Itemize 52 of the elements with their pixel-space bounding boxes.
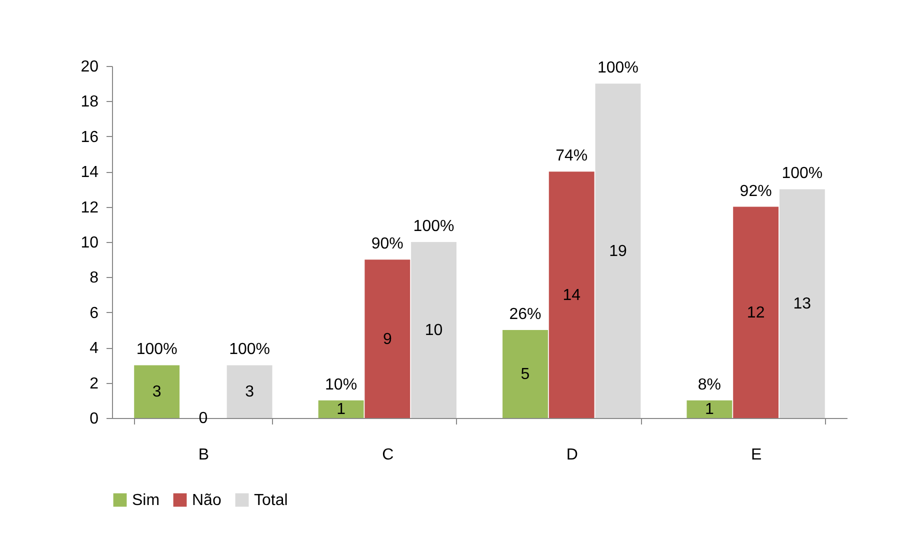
annotation: 100% — [229, 341, 270, 358]
bar — [733, 206, 779, 418]
annotation: 100% — [598, 60, 638, 77]
data-label: 19 — [609, 242, 627, 260]
bar — [364, 260, 410, 418]
data-label: 12 — [746, 304, 765, 322]
data-label: 9 — [382, 330, 392, 348]
legend-label: Total — [254, 492, 288, 509]
y-tick-label: 12 — [80, 199, 99, 216]
y-tick-label: 8 — [90, 270, 99, 287]
y-tick-label: 4 — [90, 340, 99, 358]
y-tick-label: 2 — [90, 375, 99, 392]
data-label: 1 — [336, 401, 346, 418]
bar — [548, 172, 594, 418]
y-tick-label: 14 — [80, 164, 99, 182]
x-tick-label: C — [382, 446, 394, 464]
bar — [318, 400, 364, 418]
data-label: 5 — [520, 366, 530, 383]
bar — [502, 330, 548, 418]
data-label: 3 — [152, 384, 162, 401]
annotation: 10% — [325, 376, 358, 394]
bar — [686, 400, 732, 418]
bar — [134, 365, 180, 418]
y-tick-label: 10 — [80, 234, 99, 252]
y-tick-label: 20 — [80, 58, 99, 76]
y-tick-label: 16 — [80, 128, 99, 146]
y-tick-label: 6 — [90, 304, 99, 322]
annotation: 90% — [371, 236, 404, 253]
data-label: 13 — [793, 296, 812, 313]
bar — [226, 365, 272, 418]
bar — [595, 84, 641, 418]
data-label: 0 — [198, 410, 208, 427]
data-label: 10 — [424, 322, 443, 339]
data-label: 3 — [245, 384, 254, 401]
annotation: 26% — [509, 306, 542, 323]
y-tick-label: 18 — [80, 94, 99, 111]
legend-label: Sim — [132, 492, 160, 509]
bar — [779, 189, 825, 418]
legend-label: Não — [192, 492, 222, 509]
annotation: 100% — [782, 165, 823, 182]
data-label: 14 — [562, 286, 581, 304]
x-tick-label: B — [198, 446, 210, 464]
y-tick-label: 0 — [90, 410, 99, 428]
annotation: 92% — [740, 182, 772, 200]
data-label: 1 — [705, 401, 714, 418]
annotation: 100% — [136, 341, 178, 358]
annotation: 74% — [556, 148, 588, 165]
annotation: 100% — [413, 218, 454, 235]
x-tick-label: E — [750, 446, 762, 464]
annotation: 8% — [698, 376, 722, 394]
bar — [411, 242, 456, 418]
x-tick-label: D — [566, 446, 578, 464]
